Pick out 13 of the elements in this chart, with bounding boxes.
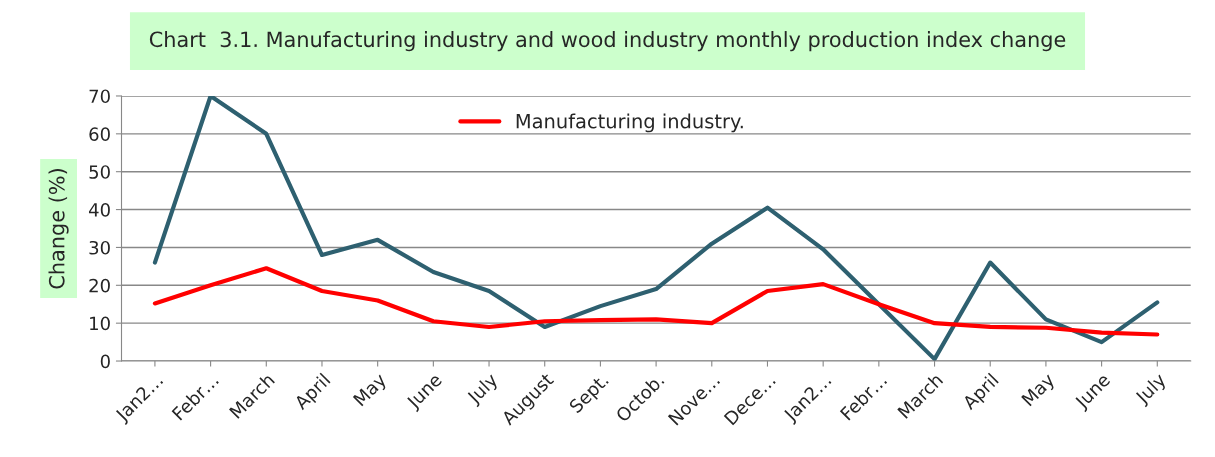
y-tick-label: 0 [100, 354, 110, 369]
line-series [152, 266, 1160, 337]
y-tick-label: 50 [89, 165, 110, 179]
chart-title: Chart 3.1. Manufacturing industry and wood industry monthly production index change [149, 31, 1066, 52]
legend-label: Manufacturing industry. [516, 113, 743, 133]
y-tick-label: 40 [88, 203, 110, 217]
y-tick-label: 60 [89, 127, 110, 141]
y-tick-label: 20 [89, 278, 110, 293]
y-tick-label: 70 [89, 89, 110, 104]
y-tick-label: 30 [89, 240, 110, 255]
line-series [152, 95, 1160, 362]
y-tick-label: 10 [90, 316, 110, 331]
y-axis-title: Change (%) [48, 169, 69, 289]
